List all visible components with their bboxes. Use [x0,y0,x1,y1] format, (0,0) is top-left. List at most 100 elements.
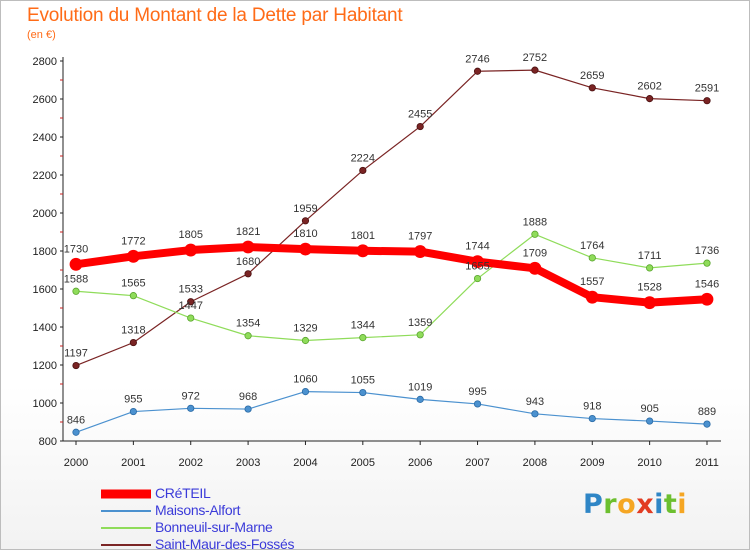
y-tick-label: 2200 [33,170,57,182]
point-saint-maur [359,166,367,175]
chart-title: Evolution du Montant de la Dette par Hab… [27,5,403,26]
data-label-bonneuil: 1565 [121,278,145,290]
x-tick-label: 2011 [695,457,719,469]
x-tick-label: 2006 [408,457,432,469]
data-label-creteil: 1557 [580,276,604,288]
legend-label-bonneuil: Bonneuil-sur-Marne [155,519,273,535]
data-label-bonneuil: 1736 [695,245,719,257]
y-tick-label: 2600 [33,94,57,106]
data-label-maisons-alfort: 972 [182,390,200,402]
data-label-bonneuil: 1588 [64,273,88,285]
data-label-maisons-alfort: 955 [124,394,142,406]
data-label-creteil: 1805 [178,229,202,241]
data-label-maisons-alfort: 1060 [293,374,317,386]
data-label-creteil: 1528 [637,282,661,294]
point-creteil [184,243,198,257]
y-tick-label: 1400 [33,322,57,334]
data-label-maisons-alfort: 918 [583,401,601,413]
x-tick-label: 2003 [236,457,260,469]
point-creteil [241,240,255,254]
point-maisons-alfort [588,414,596,423]
point-creteil [126,249,140,263]
data-label-bonneuil: 1655 [465,261,489,273]
y-tick-label: 2000 [33,208,57,220]
data-label-creteil: 1797 [408,231,432,243]
data-label-creteil: 1810 [293,228,317,240]
point-creteil [413,245,427,258]
series-line-creteil [75,243,708,307]
data-label-creteil: 1821 [236,226,260,238]
data-label-saint-maur: 2602 [637,81,661,93]
point-creteil [643,296,657,310]
point-saint-maur [187,298,195,306]
y-tick-label: 1600 [33,284,57,296]
point-bonneuil [531,230,539,238]
point-saint-maur [72,361,80,370]
point-maisons-alfort [703,420,711,428]
point-saint-maur [531,66,539,74]
point-maisons-alfort [531,410,539,418]
y-tick-label: 1800 [33,246,57,258]
point-saint-maur [301,217,310,225]
data-label-bonneuil: 1354 [236,318,260,330]
y-tick-label: 2800 [33,56,57,68]
point-saint-maur [129,338,137,347]
point-saint-maur [416,122,424,131]
point-creteil [69,257,83,271]
point-creteil [356,244,370,258]
point-bonneuil [187,314,195,322]
x-tick-label: 2010 [637,457,661,469]
point-maisons-alfort [646,417,654,425]
point-saint-maur [473,67,482,75]
data-label-bonneuil: 1359 [408,317,432,329]
point-creteil [471,255,484,269]
data-label-maisons-alfort: 1055 [351,375,375,387]
point-saint-maur [244,270,252,278]
data-label-creteil: 1730 [64,243,88,255]
legend-label-maisons-alfort: Maisons-Alfort [155,502,241,518]
data-label-bonneuil: 1711 [638,250,662,262]
chart-subtitle: (en €) [27,29,56,41]
data-label-creteil: 1801 [351,230,375,242]
point-creteil [700,292,714,306]
data-label-maisons-alfort: 995 [468,386,486,398]
point-bonneuil [129,292,137,300]
x-tick-label: 2000 [64,457,88,469]
point-saint-maur [646,95,654,103]
series-line-maisons-alfort [75,391,708,433]
y-tick-label: 1000 [33,398,57,410]
point-saint-maur [703,97,711,105]
point-maisons-alfort [129,407,137,416]
point-bonneuil [588,254,596,262]
point-maisons-alfort [301,387,310,396]
data-label-saint-maur: 1533 [178,284,202,296]
legend-label-saint-maur: Saint-Maur-des-Fossés [155,536,295,552]
data-label-saint-maur: 2224 [351,152,375,164]
data-label-bonneuil: 1344 [351,320,375,332]
data-label-saint-maur: 1959 [293,203,317,215]
x-tick-label: 2005 [351,457,375,469]
point-saint-maur [588,84,596,92]
data-label-maisons-alfort: 889 [698,406,716,418]
point-maisons-alfort [244,405,252,413]
x-tick-label: 2008 [523,457,547,469]
point-creteil [585,290,599,304]
data-label-maisons-alfort: 943 [526,396,544,408]
data-label-saint-maur: 1680 [236,256,260,268]
y-tick-label: 2400 [33,132,57,144]
data-label-maisons-alfort: 846 [67,414,85,426]
point-creteil [528,261,542,275]
data-label-saint-maur: 1318 [121,325,145,337]
x-tick-label: 2009 [580,457,604,469]
point-maisons-alfort [359,388,367,397]
point-bonneuil [359,334,367,342]
data-label-maisons-alfort: 1019 [408,381,432,393]
point-creteil [299,242,312,256]
data-label-maisons-alfort: 968 [239,391,257,403]
point-bonneuil [416,331,424,339]
point-bonneuil [72,287,80,295]
point-maisons-alfort [187,404,195,412]
point-maisons-alfort [416,395,424,403]
point-bonneuil [703,259,711,267]
x-tick-label: 2007 [465,457,489,469]
